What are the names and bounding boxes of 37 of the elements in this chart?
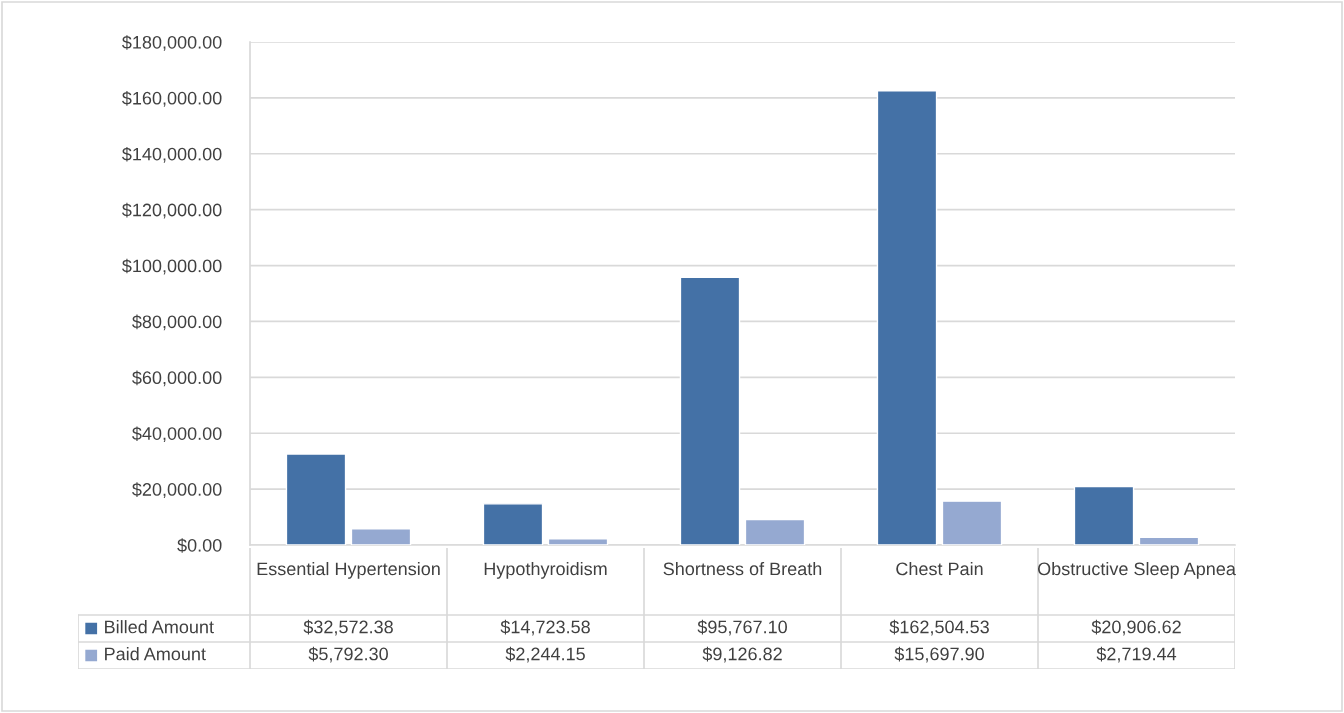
data-label: $9,126.82 xyxy=(702,646,782,663)
x-tick-label: Hypothyroidism xyxy=(484,562,607,579)
y-tick-label: $0.00 xyxy=(177,538,222,553)
data-label: $2,244.15 xyxy=(505,646,585,663)
bar xyxy=(744,518,806,545)
x-tick-label: Obstructive Sleep Apnea xyxy=(1037,562,1236,579)
data-label: $14,723.58 xyxy=(500,619,590,636)
bar xyxy=(679,276,741,545)
legend-label: Billed Amount xyxy=(105,620,214,634)
x-tick-label: Chest Pain xyxy=(896,562,983,576)
bar xyxy=(941,500,1003,545)
x-tick-label: Shortness of Breath xyxy=(663,562,822,576)
y-tick-label: $180,000.00 xyxy=(122,35,222,51)
y-tick-label: $100,000.00 xyxy=(122,258,222,275)
bar xyxy=(350,528,412,545)
y-tick-label: $160,000.00 xyxy=(122,91,222,107)
data-label: $95,767.10 xyxy=(697,619,787,636)
bar xyxy=(1073,485,1135,545)
bar xyxy=(285,453,347,545)
y-tick-label: $80,000.00 xyxy=(132,314,222,331)
data-label: $2,719.44 xyxy=(1096,646,1177,663)
data-label: $32,572.38 xyxy=(303,619,393,636)
y-tick-label: $120,000.00 xyxy=(122,202,222,219)
data-label: $20,906.62 xyxy=(1091,619,1181,636)
y-tick-label: $60,000.00 xyxy=(132,370,222,387)
legend-label: Paid Amount xyxy=(105,647,206,661)
bar xyxy=(1138,536,1200,545)
data-label: $162,504.53 xyxy=(889,619,989,636)
data-label: $5,792.30 xyxy=(308,646,388,663)
data-label: $15,697.90 xyxy=(894,646,984,663)
y-tick-label: $140,000.00 xyxy=(122,146,222,163)
y-tick-label: $40,000.00 xyxy=(132,426,222,443)
bar xyxy=(876,90,938,545)
x-tick-label: Essential Hypertension xyxy=(257,562,440,579)
y-tick-label: $20,000.00 xyxy=(132,482,222,498)
bar xyxy=(482,503,544,545)
bar xyxy=(547,538,609,545)
